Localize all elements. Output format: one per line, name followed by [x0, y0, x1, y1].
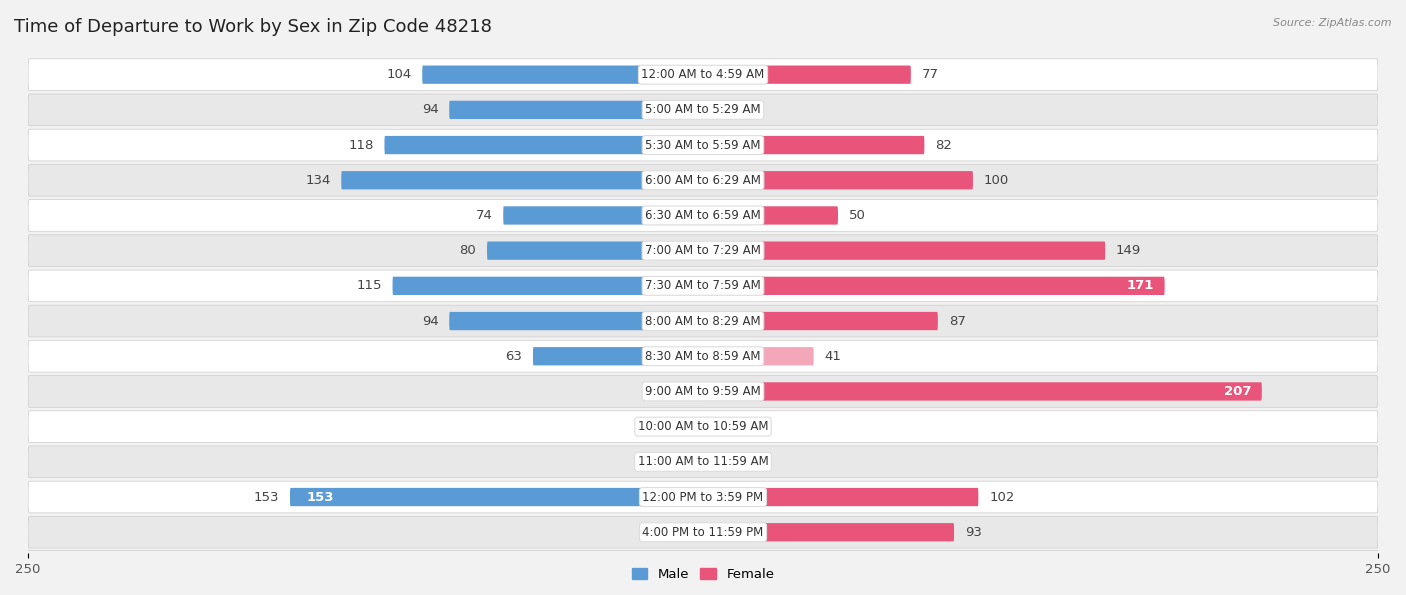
- Text: 7:00 AM to 7:29 AM: 7:00 AM to 7:29 AM: [645, 244, 761, 257]
- Text: 6: 6: [730, 420, 738, 433]
- FancyBboxPatch shape: [703, 383, 1261, 400]
- Text: 94: 94: [422, 315, 439, 328]
- Text: 41: 41: [824, 350, 841, 363]
- Text: 4:00 PM to 11:59 PM: 4:00 PM to 11:59 PM: [643, 526, 763, 538]
- Text: 115: 115: [356, 279, 382, 292]
- FancyBboxPatch shape: [384, 136, 703, 154]
- FancyBboxPatch shape: [703, 65, 911, 84]
- FancyBboxPatch shape: [28, 305, 1378, 337]
- Text: 5:00 AM to 5:29 AM: 5:00 AM to 5:29 AM: [645, 104, 761, 117]
- Text: 13: 13: [640, 526, 657, 538]
- Text: 207: 207: [1223, 385, 1251, 398]
- FancyBboxPatch shape: [703, 242, 1105, 260]
- FancyBboxPatch shape: [450, 101, 703, 119]
- FancyBboxPatch shape: [703, 488, 979, 506]
- Text: 10:00 AM to 10:59 AM: 10:00 AM to 10:59 AM: [638, 420, 768, 433]
- Text: 82: 82: [935, 139, 952, 152]
- FancyBboxPatch shape: [668, 523, 703, 541]
- FancyBboxPatch shape: [28, 411, 1378, 443]
- FancyBboxPatch shape: [450, 312, 703, 330]
- Text: 7:30 AM to 7:59 AM: 7:30 AM to 7:59 AM: [645, 279, 761, 292]
- Text: 153: 153: [307, 490, 333, 503]
- FancyBboxPatch shape: [28, 129, 1378, 161]
- FancyBboxPatch shape: [503, 206, 703, 224]
- Text: 93: 93: [965, 526, 981, 538]
- Text: 11: 11: [645, 420, 662, 433]
- Text: 118: 118: [349, 139, 374, 152]
- Text: 77: 77: [922, 68, 939, 81]
- FancyBboxPatch shape: [703, 418, 720, 436]
- Text: 5:30 AM to 5:59 AM: 5:30 AM to 5:59 AM: [645, 139, 761, 152]
- FancyBboxPatch shape: [28, 270, 1378, 302]
- Text: 80: 80: [460, 244, 477, 257]
- Text: 8:30 AM to 8:59 AM: 8:30 AM to 8:59 AM: [645, 350, 761, 363]
- FancyBboxPatch shape: [342, 171, 703, 189]
- FancyBboxPatch shape: [533, 347, 703, 365]
- Text: 134: 134: [305, 174, 330, 187]
- FancyBboxPatch shape: [28, 164, 1378, 196]
- Text: 63: 63: [505, 350, 522, 363]
- Text: 100: 100: [984, 174, 1010, 187]
- Text: 0: 0: [683, 385, 692, 398]
- FancyBboxPatch shape: [673, 418, 703, 436]
- Text: 149: 149: [1116, 244, 1142, 257]
- FancyBboxPatch shape: [703, 347, 814, 365]
- FancyBboxPatch shape: [28, 235, 1378, 267]
- FancyBboxPatch shape: [28, 446, 1378, 478]
- Text: 6:30 AM to 6:59 AM: 6:30 AM to 6:59 AM: [645, 209, 761, 222]
- FancyBboxPatch shape: [703, 101, 720, 119]
- Text: 6:00 AM to 6:29 AM: 6:00 AM to 6:29 AM: [645, 174, 761, 187]
- FancyBboxPatch shape: [290, 488, 703, 506]
- FancyBboxPatch shape: [28, 516, 1378, 548]
- FancyBboxPatch shape: [703, 206, 838, 224]
- Text: 0: 0: [714, 455, 723, 468]
- Text: 102: 102: [990, 490, 1015, 503]
- Text: 12:00 AM to 4:59 AM: 12:00 AM to 4:59 AM: [641, 68, 765, 81]
- Text: 104: 104: [387, 68, 412, 81]
- FancyBboxPatch shape: [703, 312, 938, 330]
- Text: 50: 50: [849, 209, 866, 222]
- Text: 0: 0: [683, 455, 692, 468]
- FancyBboxPatch shape: [28, 481, 1378, 513]
- FancyBboxPatch shape: [703, 523, 955, 541]
- FancyBboxPatch shape: [28, 199, 1378, 231]
- FancyBboxPatch shape: [392, 277, 703, 295]
- FancyBboxPatch shape: [28, 94, 1378, 126]
- Text: Source: ZipAtlas.com: Source: ZipAtlas.com: [1274, 18, 1392, 28]
- Text: 87: 87: [949, 315, 966, 328]
- Text: 153: 153: [253, 490, 280, 503]
- Text: 12:00 PM to 3:59 PM: 12:00 PM to 3:59 PM: [643, 490, 763, 503]
- FancyBboxPatch shape: [28, 340, 1378, 372]
- FancyBboxPatch shape: [28, 59, 1378, 90]
- Text: 8:00 AM to 8:29 AM: 8:00 AM to 8:29 AM: [645, 315, 761, 328]
- Text: 94: 94: [422, 104, 439, 117]
- Text: 6: 6: [730, 104, 738, 117]
- Text: 74: 74: [475, 209, 492, 222]
- Legend: Male, Female: Male, Female: [626, 563, 780, 587]
- FancyBboxPatch shape: [422, 65, 703, 84]
- Text: 171: 171: [1126, 279, 1154, 292]
- FancyBboxPatch shape: [703, 277, 1164, 295]
- Text: 9:00 AM to 9:59 AM: 9:00 AM to 9:59 AM: [645, 385, 761, 398]
- Text: 11:00 AM to 11:59 AM: 11:00 AM to 11:59 AM: [638, 455, 768, 468]
- FancyBboxPatch shape: [486, 242, 703, 260]
- Text: Time of Departure to Work by Sex in Zip Code 48218: Time of Departure to Work by Sex in Zip …: [14, 18, 492, 36]
- FancyBboxPatch shape: [703, 136, 924, 154]
- FancyBboxPatch shape: [703, 171, 973, 189]
- FancyBboxPatch shape: [28, 375, 1378, 408]
